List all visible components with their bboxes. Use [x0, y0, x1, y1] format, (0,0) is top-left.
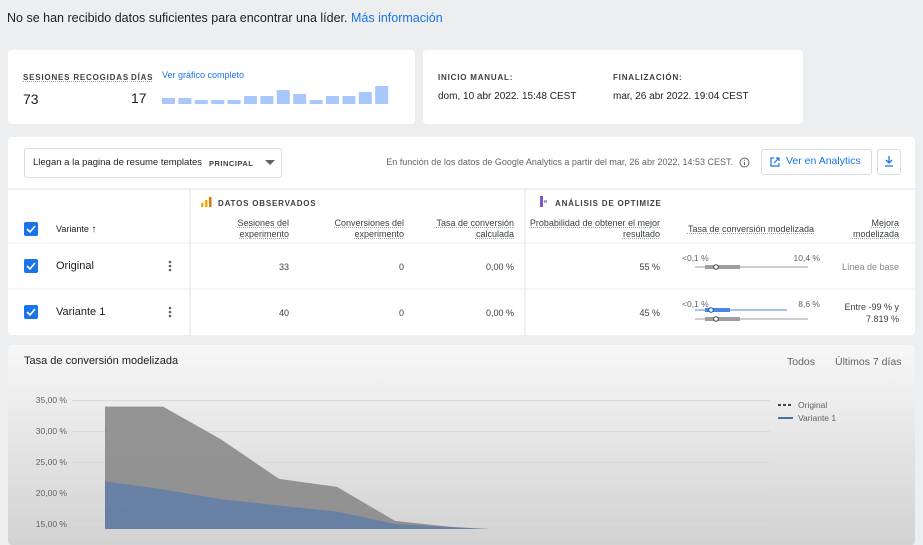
end-label: FINALIZACIÓN:	[613, 73, 683, 82]
days-label: DÍAS	[131, 73, 154, 82]
dropdown-arrow	[265, 160, 275, 165]
y-tick-label: 15,00 %	[35, 519, 67, 529]
y-tick-label: 35,00 %	[35, 395, 67, 406]
interval-glyphs	[695, 264, 808, 322]
observed-icon	[201, 197, 212, 207]
sessions-cell: 33	[278, 262, 289, 272]
y-tick-label: 20,00 %	[35, 488, 67, 499]
column-header: Conversiones del experimento	[334, 218, 404, 239]
days-value: 17	[131, 90, 147, 106]
interval-high: 8,6 %	[798, 299, 820, 309]
download-button[interactable]	[877, 149, 901, 175]
source-note: En función de los datos de Google Analyt…	[386, 157, 733, 167]
variant-name: Original	[56, 260, 94, 272]
objective-text: Llegan a la pagina de resume templates	[33, 157, 203, 168]
variant-header[interactable]: Variante ↑	[56, 224, 97, 235]
info-icon[interactable]	[739, 157, 750, 168]
chart-card	[8, 345, 915, 545]
sessions-cell: 40	[278, 308, 289, 318]
sessions-label: SESIONES RECOGIDAS	[23, 73, 129, 82]
rate-cell: 0,00 %	[485, 308, 514, 318]
download-icon	[885, 156, 893, 167]
rate-cell: 0,00 %	[485, 262, 514, 272]
start-date: dom, 10 abr 2022. 15:48 CEST	[438, 91, 577, 102]
column-header: Mejora modelizada	[852, 218, 899, 239]
conversions-cell: 0	[398, 262, 404, 272]
objective-select[interactable]: Llegan a la pagina de resume templates P…	[24, 148, 282, 178]
start-label: INICIO MANUAL:	[438, 73, 514, 82]
conversions-cell: 0	[398, 308, 404, 318]
legend-label: Original	[798, 400, 828, 410]
schedule-card	[423, 50, 803, 124]
column-header: Sesiones del experimento	[237, 218, 289, 239]
optimize-icon	[540, 196, 547, 207]
y-tick-label: 25,00 %	[35, 457, 67, 468]
legend-label: Variante 1	[798, 413, 837, 423]
interval-low: <0,1 %	[682, 299, 709, 309]
group-optimize: ANÁLISIS DE OPTIMIZE	[555, 199, 662, 208]
variant-name: Variante 1	[56, 306, 106, 318]
range-option[interactable]: Todos	[787, 356, 816, 368]
objective-tag: PRINCIPAL	[209, 159, 254, 168]
open-icon	[770, 157, 780, 167]
improvement-cell: Entre -99 % y 7.819 %	[844, 302, 899, 324]
interval-low: <0,1 %	[682, 253, 709, 263]
analytics-label: Ver en Analytics	[786, 155, 861, 167]
interval-high: 10,4 %	[793, 253, 820, 263]
column-header: Tasa de conversión calculada	[436, 218, 514, 239]
end-date: mar, 26 abr 2022. 19:04 CEST	[613, 91, 749, 102]
banner: No se han recibido datos suficientes par…	[7, 11, 443, 25]
variant-header-text: Variante	[56, 224, 89, 234]
select-all-checkbox[interactable]	[24, 222, 38, 236]
banner-text: No se han recibido datos suficientes par…	[7, 11, 348, 25]
banner-link[interactable]: Más información	[350, 11, 443, 25]
group-observed: DATOS OBSERVADOS	[218, 199, 317, 208]
sessions-value: 73	[23, 91, 39, 107]
analytics-button[interactable]: Ver en Analytics	[761, 149, 872, 175]
improvement-cell: Línea de base	[841, 262, 899, 272]
page: No se han recibido datos suficientes par…	[7, 11, 915, 545]
range-option[interactable]: Últimos 7 días	[835, 356, 902, 368]
column-header: Probabilidad de obtener el mejor resulta…	[529, 218, 660, 239]
probability-cell: 55 %	[639, 262, 660, 272]
results-card	[8, 137, 915, 335]
summary-card	[8, 50, 415, 124]
y-tick-label: 30,00 %	[35, 426, 67, 437]
column-header: Tasa de conversión modelizada	[687, 224, 815, 234]
probability-cell: 45 %	[639, 308, 660, 318]
chart-link[interactable]: Ver gráfico completo	[162, 70, 245, 80]
chart-title: Tasa de conversión modelizada	[24, 355, 179, 367]
